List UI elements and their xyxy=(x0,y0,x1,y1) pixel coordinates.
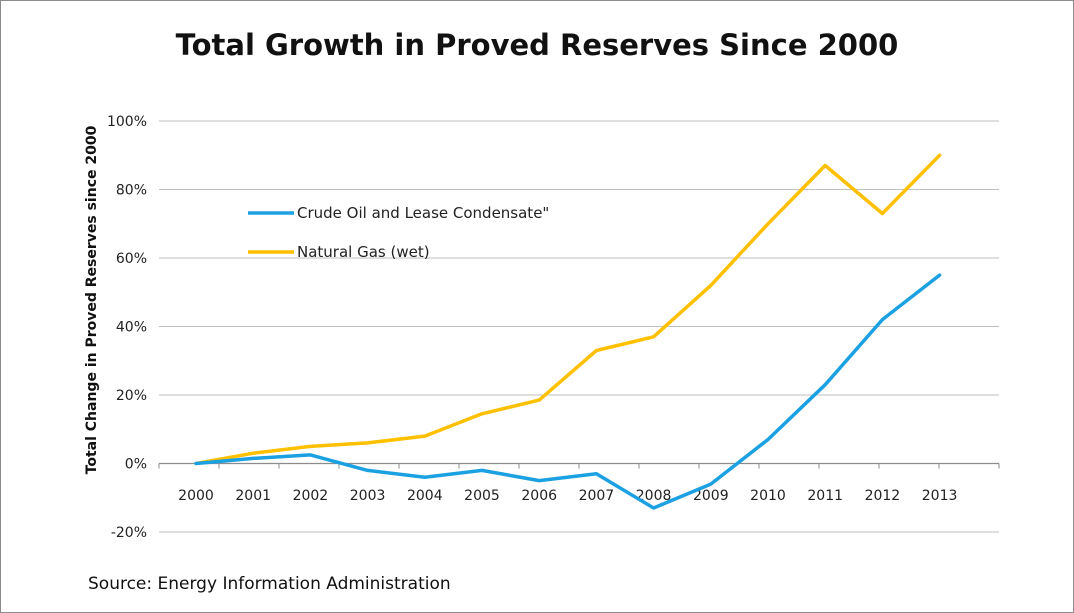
x-tick-label: 2013 xyxy=(922,488,958,504)
legend: Crude Oil and Lease Condensate" Natural G… xyxy=(248,204,549,261)
legend-label: Crude Oil and Lease Condensate" xyxy=(297,204,549,222)
x-tick-label: 2012 xyxy=(865,488,901,504)
x-tick-label: 2003 xyxy=(350,488,386,504)
y-tick-label: 40% xyxy=(116,320,147,336)
x-tick-label: 2006 xyxy=(521,488,557,504)
series-lines xyxy=(194,153,942,510)
x-tick-label: 2011 xyxy=(807,488,843,504)
x-tick-label: 2002 xyxy=(293,488,329,504)
x-tick-label: 2009 xyxy=(693,488,729,504)
chart-title: Total Growth in Proved Reserves Since 20… xyxy=(175,28,899,62)
x-tick-label: 2001 xyxy=(235,488,271,504)
x-tick-label: 2005 xyxy=(464,488,500,504)
y-tick-label: 20% xyxy=(116,388,147,404)
y-tick-label: 100% xyxy=(107,114,147,130)
y-tick-label: 0% xyxy=(125,457,147,473)
series-line xyxy=(194,273,942,510)
x-tick-label: 2007 xyxy=(579,488,615,504)
x-tick-label: 2008 xyxy=(636,488,672,504)
x-tick-label: 2004 xyxy=(407,488,443,504)
y-tick-labels: -20% 0% 20% 40% 60% 80% 100% xyxy=(107,114,147,541)
y-tick-label: 80% xyxy=(116,183,147,199)
gridlines xyxy=(159,120,999,533)
legend-label: Natural Gas (wet) xyxy=(297,243,430,261)
axes xyxy=(158,462,1000,469)
x-tick-label: 2010 xyxy=(750,488,786,504)
x-tick-labels: 2000 2001 2002 2003 2004 2005 2006 2007 2008 2009… xyxy=(178,488,957,504)
y-tick-label: 60% xyxy=(116,251,147,267)
y-tick-label: -20% xyxy=(111,525,147,541)
source-note: Source: Energy Information Administratio… xyxy=(88,574,451,594)
series-line xyxy=(194,153,942,466)
x-tick-label: 2000 xyxy=(178,488,214,504)
